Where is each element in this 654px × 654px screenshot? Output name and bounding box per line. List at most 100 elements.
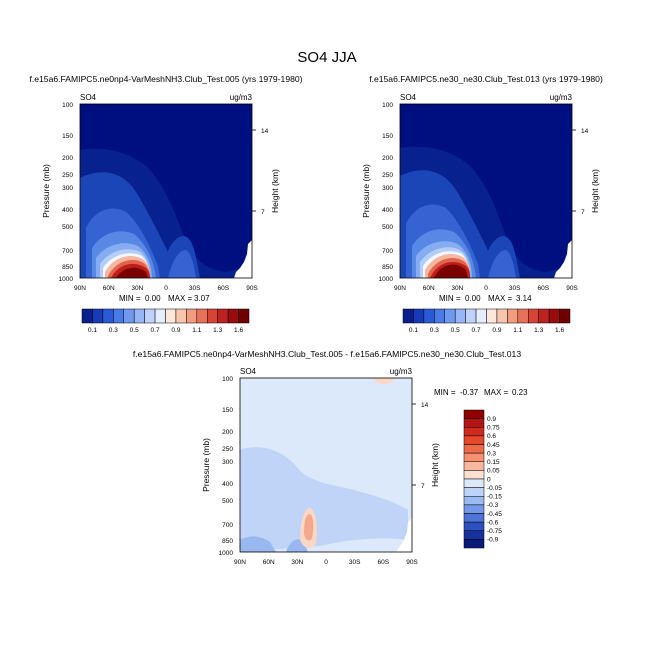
panel-b-colorbar-swatch-1 [413,308,425,324]
panel-b-colorbar-swatch-6 [465,308,477,324]
panel-b-colorbar-label-0: 0.1 [409,327,418,334]
panel-c-colorbar-label-14: -0.9 [487,537,499,544]
panel-b-min-label: MIN = [439,294,461,303]
panel-c-title: f.e15a6.FAMIPC5.ne0np4-VarMeshNH3.Club_T… [133,349,521,359]
panel-b-colorbar-swatch-3 [434,308,445,324]
panel-c-ytick-500: 500 [222,498,233,505]
panel-a-colorbar-swatch-3 [113,308,124,324]
panel-c-colorbar-swatch-7 [463,470,485,480]
panel-c-colorbar-swatch-5 [463,452,485,462]
panel-c-ytick-150: 150 [222,407,233,414]
panel-b-colorbar-label-6: 1.3 [534,327,543,334]
panel-c-min-value: -0.37 [460,388,479,397]
panel-a-xtick-60s: 60S [218,285,230,292]
panel-b-x-ticks: 90N 60N 30N 0 30S 60S 90S [394,285,578,292]
panel-b-colorbar-swatch-10 [507,308,519,324]
panel-a-max-label: MAX = [168,294,193,303]
panel-b-terrain [554,240,572,278]
panel-c-colorbar-swatch-4 [463,444,485,454]
panel-c-x-ticks: 90N 60N 30N 0 30S 60S 90S [234,559,418,566]
panel-c-colorbar-swatch-14 [463,530,485,540]
panel-a-y-ticks: 100 150 200 250 300 400 500 700 850 1000 [59,102,74,283]
panel-a-colorbar-label-6: 1.3 [213,327,222,334]
panel-c-colorbar: 0.9 0.750.6 0.450.3 0.15 0.050 -0.05 -0.15-0.3… [463,409,502,549]
panel-a-colorbar-swatch-4 [123,308,135,324]
panel-c-frame [239,377,413,553]
panel-c-max-label: MAX = [484,388,509,397]
panel-a-title: f.e15a6.FAMIPC5.ne0np4-VarMeshNH3.Club_T… [29,74,302,84]
panel-a-minmax: MIN = 0.00 MAX = 3.07 [119,294,210,303]
panel-model-b: f.e15a6.FAMIPC5.ne30_ne30.Club_Test.013 … [361,74,603,334]
panel-a-ytick-1000: 1000 [59,276,74,283]
panel-a-ytick-300: 300 [62,185,73,192]
panel-c-variable: SO4 [240,367,257,376]
panel-c-colorbar-swatch-9 [463,487,485,497]
panel-c-colorbar-swatch-10 [463,496,485,506]
panel-a-contour-11 [116,267,148,278]
panel-b-htick-14: 14 [581,128,589,135]
panel-b-colorbar-swatch-12 [528,308,539,324]
panel-b-colorbar-swatch-8 [486,308,498,324]
panel-a-colorbar-swatch-10 [186,308,198,324]
panel-b-colorbar-label-7: 1.6 [555,327,564,334]
panel-b-ytick-150: 150 [382,133,393,140]
panel-c-ytick-1000: 1000 [219,550,234,557]
panel-b-ytick-850: 850 [382,264,393,271]
panel-c-max-value: 0.23 [512,388,528,397]
panel-difference: f.e15a6.FAMIPC5.ne0np4-VarMeshNH3.Club_T… [133,349,528,566]
panel-a-colorbar-swatch-6 [144,308,156,324]
panel-a-ylabel: Pressure (mb) [41,164,51,218]
panel-c-ytick-850: 850 [222,538,233,545]
panel-b-contour-11 [434,264,468,278]
panel-a-colorbar-label-2: 0.5 [130,327,139,334]
panel-b-min-value: 0.00 [465,294,481,303]
panel-a-colorbar-swatch-9 [175,308,187,324]
panel-a-variable: SO4 [80,93,97,102]
panel-c-colorbar-label-4: 0.3 [487,450,496,457]
panel-a-xtick-0: 0 [164,285,168,292]
panel-b-xtick-0: 0 [484,285,488,292]
panel-c-height-axis: 14 7 [412,402,429,490]
panel-b-colorbar-label-2: 0.5 [451,327,460,334]
panel-c-pos-2 [304,514,314,541]
panel-a-colorbar-swatch-1 [92,308,104,324]
panel-c-htick-14: 14 [421,402,429,409]
panel-a-colorbar-swatch-2 [102,308,114,324]
panel-b-ytick-200: 200 [382,155,393,162]
panel-c-colorbar-label-9: -0.15 [487,494,502,501]
panel-a-height-axis: 14 7 [252,128,269,216]
panel-c-colorbar-swatch-12 [463,513,485,523]
panel-b-colorbar-swatch-11 [517,308,529,324]
panel-b-colorbar-swatch-15 [559,308,571,324]
panel-c-colorbar-label-10: -0.3 [487,502,499,509]
panel-c-minmax: MIN = -0.37 MAX = 0.23 [434,388,528,397]
panel-a-colorbar-swatch-15 [238,308,250,324]
panel-c-colorbar-label-2: 0.6 [487,433,496,440]
panel-b-contour-tropics-2 [488,250,516,278]
panel-b-height-axis: 14 7 [572,128,589,216]
panel-b-ytick-400: 400 [382,207,393,214]
panel-c-ytick-100: 100 [222,376,233,383]
panel-c-xtick-0: 0 [324,559,328,566]
panel-b-colorbar: 0.1 0.3 0.5 0.7 0.9 1.1 1.3 1.6 [402,308,571,334]
panel-b-ytick-500: 500 [382,224,393,231]
panel-c-pos-top [372,378,396,384]
panel-c-ytick-700: 700 [222,522,233,529]
panel-b-ytick-700: 700 [382,248,393,255]
panel-a-xtick-30n: 30N [131,285,143,292]
panel-b-colorbar-swatch-2 [423,308,435,324]
panel-a-colorbar-swatch-5 [133,308,145,324]
panel-c-right-label: Height (km) [430,443,440,487]
panel-c-colorbar-swatch-6 [463,461,485,471]
panel-a-contour-tropics-2 [168,250,196,278]
panel-b-colorbar-swatch-14 [548,308,560,324]
panel-c-colorbar-label-3: 0.45 [487,442,500,449]
panel-a-colorbar-label-4: 0.9 [171,327,180,334]
panel-c-xtick-90n: 90N [234,559,246,566]
panel-a-right-label: Height (km) [270,169,280,213]
panel-c-terrain [396,518,412,552]
panel-b-colorbar-swatch-4 [444,308,456,324]
panel-a-colorbar-swatch-0 [81,308,93,324]
panel-c-xtick-60n: 60N [263,559,275,566]
